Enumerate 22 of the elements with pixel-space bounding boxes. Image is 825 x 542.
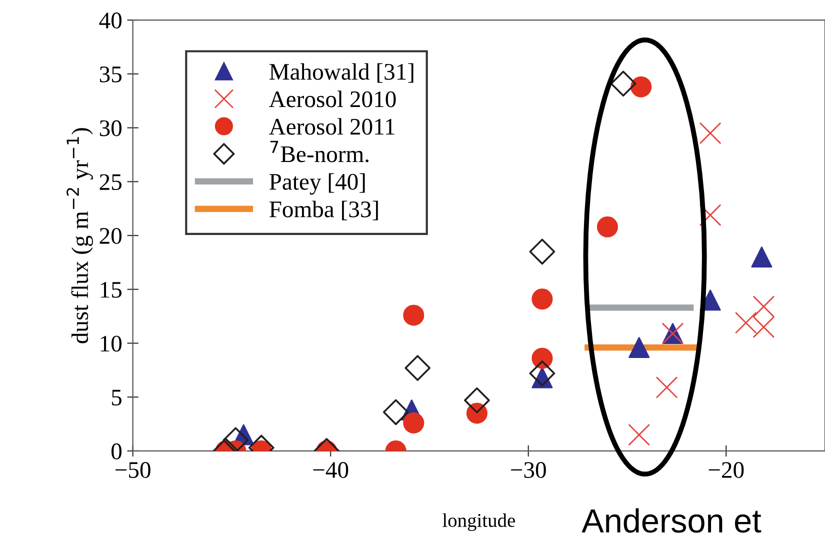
y-tick-label: 0 xyxy=(112,443,122,460)
x-tick-label: −30 xyxy=(511,462,546,478)
y-tick-label: 30 xyxy=(100,120,122,136)
x-tick-label: −20 xyxy=(708,462,744,478)
x-axis-title: longitude xyxy=(442,513,515,532)
y-tick-label: 35 xyxy=(100,66,122,82)
y-tick-label: 5 xyxy=(112,390,122,406)
y-tick-label: 15 xyxy=(100,282,122,298)
x-tick-label: −40 xyxy=(313,462,348,478)
y-tick-label: 20 xyxy=(100,228,122,244)
text: Anderson et xyxy=(582,508,762,533)
y-tick-label: 40 xyxy=(99,12,122,28)
text: Aerosol 2011 xyxy=(269,118,394,135)
legend-label: Aerosol 2010 xyxy=(269,90,396,108)
y-axis-title: dust flux (g m$^{−2}$ yr$^{−1}$) xyxy=(66,128,93,344)
y-tick-label: 25 xyxy=(100,174,122,190)
y-tick-label: 10 xyxy=(100,336,122,352)
legend-label: Fomba [33] xyxy=(269,200,378,220)
legend-label: Patey [40] xyxy=(269,173,365,195)
x-tick-label: −50 xyxy=(116,462,150,478)
legend-label: $^{7}$Be-norm. xyxy=(270,140,368,162)
legend-label: Mahowald [31] xyxy=(269,63,414,83)
